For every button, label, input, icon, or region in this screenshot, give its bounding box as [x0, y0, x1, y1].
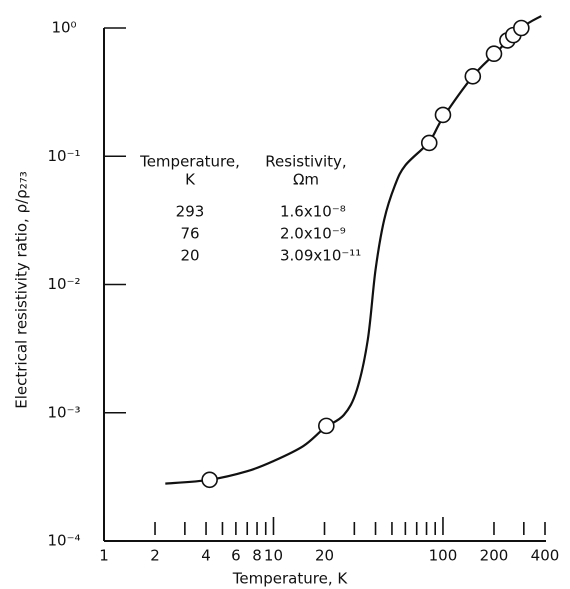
y-tick-label: 10⁻⁴	[47, 532, 80, 550]
data-point	[513, 19, 530, 37]
y-tick-label: 10⁻²	[47, 275, 80, 293]
table-header: Temperature,	[139, 153, 240, 171]
x-tick-label: 8	[252, 547, 262, 565]
y-axis-label: Electrical resistivity ratio, ρ/ρ₂₇₃	[13, 171, 31, 408]
table-cell: 293	[176, 203, 205, 221]
x-axis-label: Temperature, K	[232, 570, 349, 588]
x-tick-label: 1	[99, 547, 109, 565]
table-header: K	[185, 171, 196, 189]
y-tick-label: 10⁻¹	[47, 147, 80, 165]
table-header: Resistivity,	[265, 153, 346, 171]
data-point	[201, 471, 218, 489]
x-tick-label: 4	[201, 547, 211, 565]
table-cell: 2.0x10⁻⁹	[280, 225, 346, 243]
table-header: Ωm	[293, 171, 319, 189]
table-cell: 3.09x10⁻¹¹	[280, 247, 361, 265]
data-point	[434, 106, 452, 124]
x-tick-label: 400	[531, 547, 560, 565]
table-cell: 1.6x10⁻⁸	[280, 203, 346, 221]
x-tick-label: 2	[150, 547, 160, 565]
data-point	[485, 45, 503, 63]
data-point	[464, 68, 482, 85]
table-cell: 76	[180, 225, 199, 243]
x-tick-label: 200	[480, 547, 509, 565]
table-cell: 20	[180, 247, 199, 265]
x-tick-label: 10	[264, 547, 283, 565]
x-tick-label: 20	[315, 547, 334, 565]
x-tick-label: 100	[429, 547, 458, 565]
y-tick-label: 10⁰	[51, 19, 76, 37]
data-point	[318, 417, 335, 435]
y-tick-label: 10⁻³	[47, 403, 80, 421]
x-tick-label: 6	[231, 547, 241, 565]
data-point	[420, 134, 438, 152]
